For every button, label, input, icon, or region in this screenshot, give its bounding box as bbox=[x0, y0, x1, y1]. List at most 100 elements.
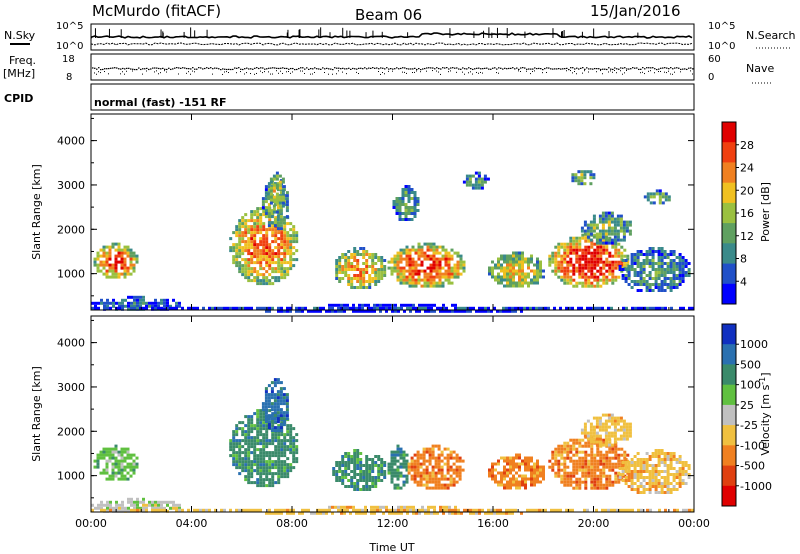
velocity-cell bbox=[437, 447, 441, 451]
velocity-cell bbox=[666, 482, 670, 485]
power-cell bbox=[595, 226, 599, 230]
freq-mark bbox=[148, 68, 150, 71]
power-cell bbox=[289, 309, 292, 313]
velocity-cell bbox=[133, 508, 136, 512]
velocity-cell bbox=[610, 508, 613, 512]
power-cell bbox=[598, 220, 602, 224]
power-cell bbox=[630, 259, 634, 262]
power-cell bbox=[639, 250, 643, 253]
velocity-cell bbox=[276, 414, 280, 418]
power-cell bbox=[583, 182, 587, 186]
power-cell bbox=[362, 268, 366, 271]
freq-mark bbox=[398, 68, 400, 70]
velocity-cell bbox=[617, 480, 621, 484]
power-cell bbox=[623, 248, 627, 252]
power-cell bbox=[478, 306, 481, 310]
velocity-cell bbox=[539, 471, 542, 475]
power-cell bbox=[97, 306, 100, 310]
velocity-cell bbox=[624, 476, 628, 479]
velocity-cell bbox=[108, 450, 112, 454]
power-cell bbox=[554, 257, 558, 261]
velocity-cell bbox=[598, 425, 602, 429]
velocity-cell bbox=[539, 465, 542, 469]
velocity-cell bbox=[512, 465, 515, 469]
power-cell bbox=[536, 269, 539, 273]
power-cell bbox=[359, 286, 363, 289]
velocity-cell bbox=[572, 441, 576, 445]
velocity-cell bbox=[359, 464, 363, 467]
velocity-cell bbox=[416, 468, 420, 472]
power-cell bbox=[355, 309, 358, 313]
velocity-cell bbox=[268, 463, 272, 467]
power-cell bbox=[399, 257, 403, 261]
power-cell bbox=[121, 304, 124, 308]
power-cell bbox=[265, 282, 269, 286]
freq-mark bbox=[536, 67, 538, 70]
power-cell bbox=[622, 226, 626, 230]
velocity-cell bbox=[675, 473, 679, 476]
velocity-cell bbox=[238, 421, 242, 425]
velocity-cell bbox=[529, 508, 532, 512]
velocity-cell bbox=[362, 464, 366, 467]
freq-mark bbox=[414, 67, 416, 69]
power-cell bbox=[253, 213, 257, 217]
power-cell bbox=[269, 177, 273, 181]
velocity-cell bbox=[502, 511, 505, 515]
power-cell bbox=[344, 253, 348, 256]
power-cell bbox=[678, 277, 682, 280]
power-cell bbox=[379, 306, 382, 310]
velocity-cell bbox=[449, 477, 453, 481]
velocity-cell bbox=[111, 477, 115, 481]
velocity-cell bbox=[247, 418, 251, 422]
power-cell bbox=[338, 280, 342, 283]
power-cell bbox=[648, 289, 652, 292]
power-cell bbox=[414, 263, 418, 267]
power-cell bbox=[276, 224, 280, 228]
velocity-cell bbox=[276, 393, 280, 397]
power-cell bbox=[614, 266, 618, 270]
power-cell bbox=[347, 280, 351, 283]
velocity-cell bbox=[446, 468, 450, 472]
power-cell bbox=[563, 254, 567, 258]
velocity-cell bbox=[672, 455, 676, 458]
velocity-cell bbox=[102, 447, 106, 451]
power-cell bbox=[435, 263, 439, 267]
velocity-cell bbox=[646, 508, 649, 512]
power-cell bbox=[232, 258, 236, 262]
power-cell bbox=[608, 254, 612, 258]
freq-mark bbox=[392, 68, 394, 70]
velocity-cell bbox=[651, 452, 655, 455]
power-cell bbox=[590, 257, 594, 261]
power-cell bbox=[250, 267, 254, 271]
velocity-cell bbox=[250, 463, 254, 467]
nave-mark bbox=[498, 72, 499, 74]
power-cell bbox=[235, 252, 239, 256]
power-cell bbox=[368, 256, 372, 259]
power-cell bbox=[132, 263, 136, 267]
velocity-cell bbox=[406, 505, 409, 509]
velocity-cell bbox=[484, 511, 487, 515]
power-cell bbox=[256, 210, 260, 214]
power-cell bbox=[250, 237, 254, 241]
power-cell bbox=[664, 192, 668, 196]
velocity-cell bbox=[663, 479, 667, 482]
velocity-cell bbox=[316, 511, 319, 515]
velocity-cell bbox=[431, 450, 435, 454]
noise-left-label: N.Sky bbox=[4, 29, 36, 42]
freq-mark bbox=[676, 67, 678, 69]
velocity-cell bbox=[270, 393, 274, 397]
velocity-cell bbox=[487, 508, 490, 512]
power-cell bbox=[112, 298, 115, 302]
velocity-cell bbox=[337, 505, 340, 509]
power-cell bbox=[584, 248, 588, 252]
power-cell bbox=[392, 203, 396, 206]
nave-mark bbox=[156, 70, 157, 72]
power-cell bbox=[456, 272, 460, 276]
power-cell bbox=[592, 220, 596, 224]
power-cell bbox=[535, 306, 538, 310]
power-cell bbox=[551, 260, 555, 264]
velocity-cell bbox=[651, 476, 655, 479]
freq-mark bbox=[382, 67, 384, 69]
velocity-cell bbox=[593, 462, 597, 466]
freq-left-tick-bottom: 8 bbox=[66, 72, 72, 83]
